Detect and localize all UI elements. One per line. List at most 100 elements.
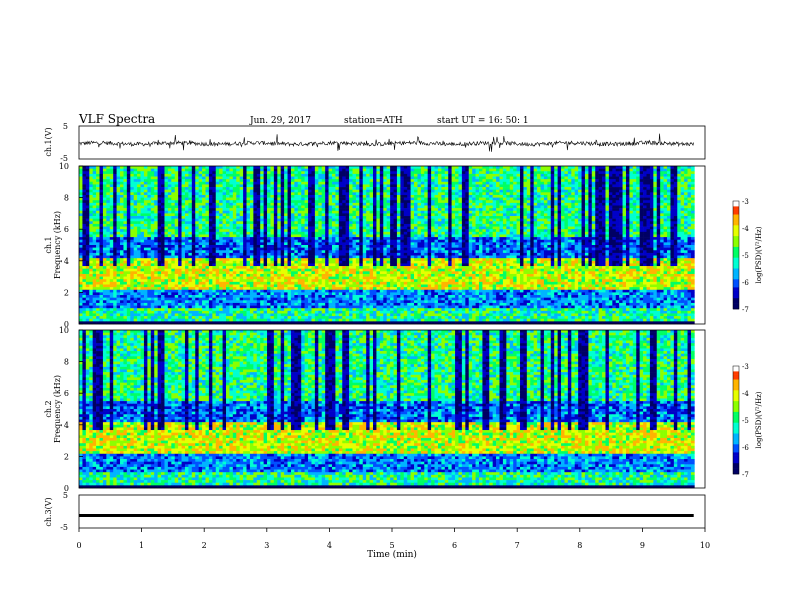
spectrogram-cell: [208, 200, 213, 204]
spectrogram-cell: [646, 173, 651, 177]
spectrogram-cell: [431, 166, 435, 169]
spectrogram-cell: [574, 221, 579, 225]
spectrogram-cell: [547, 181, 552, 185]
spectrogram-cell: [424, 168, 428, 172]
spectrogram-cell: [154, 208, 158, 212]
spectrogram-cell: [362, 189, 367, 193]
spectrogram-cell: [632, 231, 637, 235]
spectrogram-cell: [198, 176, 203, 180]
spectrogram-cell: [513, 179, 517, 183]
spectrogram-cell: [646, 171, 651, 175]
spectrogram-cell: [297, 184, 302, 188]
spectrogram-cell: [390, 213, 394, 217]
spectrogram-cell: [308, 176, 312, 180]
spectrogram-cell: [260, 226, 264, 230]
spectrogram-cell: [113, 213, 117, 217]
spectrogram-cell: [174, 229, 179, 233]
spectrogram-cell: [164, 192, 169, 196]
spectrogram-cell: [89, 189, 93, 193]
spectrogram-cell: [591, 218, 596, 222]
spectrogram-cell: [656, 171, 661, 175]
spectrogram-cell: [198, 166, 203, 169]
spectrogram-cell: [171, 221, 176, 225]
spectrogram-cell: [215, 202, 220, 206]
spectrogram-cell: [684, 197, 688, 201]
spectrogram-cell: [164, 181, 169, 185]
spectrogram-cell: [116, 171, 121, 175]
spectrogram-cell: [400, 208, 405, 212]
spectrogram-cell: [410, 168, 415, 172]
spectrogram-cell: [622, 205, 627, 209]
spectrogram-cell: [461, 216, 466, 219]
spectrogram-cell: [660, 166, 664, 169]
spectrogram-cell: [102, 168, 107, 172]
spectrogram-cell: [588, 176, 593, 180]
spectrogram-cell: [643, 197, 647, 201]
spectrogram-cell: [321, 208, 326, 212]
spectrogram-cell: [506, 216, 511, 219]
spectrogram-cell: [499, 218, 504, 222]
spectrogram-cell: [318, 189, 323, 193]
spectrogram-cell: [373, 187, 377, 190]
spectrogram-cell: [485, 184, 490, 188]
spectrogram-cell: [472, 168, 476, 172]
spectrogram-cell: [369, 200, 374, 204]
spectrogram-cell: [287, 205, 292, 209]
spectrogram-cell: [451, 192, 456, 196]
spectrogram-cell: [195, 179, 199, 183]
spectrogram-cell: [475, 179, 480, 183]
spectrogram-cell: [89, 194, 93, 198]
spectrogram-cell: [595, 231, 599, 235]
spectrogram-cell: [595, 229, 599, 233]
spectrogram-cell: [102, 173, 107, 177]
spectrogram-cell: [455, 218, 459, 222]
spectrogram-cell: [376, 213, 381, 217]
spectrogram-cell: [174, 189, 179, 193]
spectrogram-cell: [366, 194, 370, 198]
spectrogram-cell: [625, 171, 630, 175]
spectrogram-cell: [342, 200, 346, 204]
spectrogram-cell: [595, 205, 599, 209]
spectrogram-cell: [687, 218, 692, 222]
spectrogram-cell: [113, 202, 117, 206]
spectrogram-cell: [243, 213, 247, 217]
spectrogram-cell: [188, 202, 193, 206]
spectrogram-cell: [123, 226, 128, 230]
spectrogram-cell: [557, 197, 562, 201]
spectrogram-cell: [143, 166, 148, 169]
spectrogram-cell: [496, 184, 500, 188]
spectrogram-cell: [417, 205, 422, 209]
spectrogram-cell: [581, 210, 586, 214]
spectrogram-cell: [390, 181, 394, 185]
spectrogram-cell: [219, 202, 223, 206]
spectrogram-cell: [178, 234, 182, 238]
spectrogram-cell: [622, 229, 627, 233]
spectrogram-cell: [431, 216, 435, 219]
spectrogram-cell: [639, 223, 644, 227]
spectrogram-cell: [232, 184, 237, 188]
spectrogram-cell: [554, 197, 558, 201]
spectrogram-cell: [195, 189, 199, 193]
spectrogram-cell: [280, 208, 285, 212]
spectrogram-cell: [140, 189, 145, 193]
spectrogram-cell: [540, 184, 545, 188]
spectrogram-cell: [89, 223, 93, 227]
spectrogram-cell: [106, 213, 111, 217]
spectrogram-cell: [99, 192, 104, 196]
spectrogram-cell: [123, 221, 128, 225]
spectrogram-cell: [191, 173, 196, 177]
spectrogram-cell: [393, 218, 398, 222]
spectrogram-cell: [424, 218, 428, 222]
spectrogram-cell: [554, 210, 558, 214]
spectrogram-cell: [243, 234, 247, 238]
spectrogram-cell: [164, 171, 169, 175]
spectrogram-cell: [102, 166, 107, 169]
spectrogram-cell: [161, 184, 165, 188]
spectrogram-cell: [205, 200, 210, 204]
spectrogram-cell: [126, 179, 131, 183]
spectrogram-cell: [195, 166, 199, 169]
spectrogram-cell: [571, 166, 576, 169]
spectrogram-cell: [226, 216, 230, 219]
spectrogram-cell: [646, 208, 651, 212]
spectrogram-cell: [167, 234, 172, 238]
